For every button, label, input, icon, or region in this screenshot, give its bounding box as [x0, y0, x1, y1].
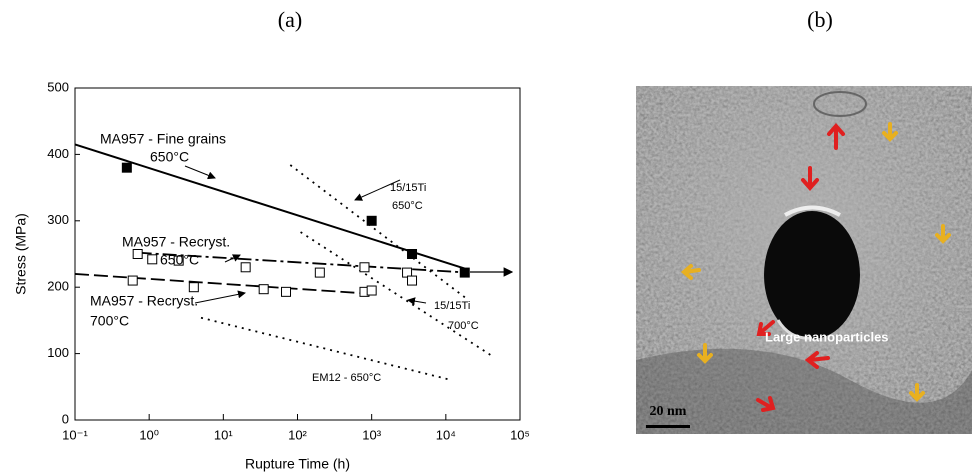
scale-bar — [646, 425, 690, 428]
micrograph: Large nanoparticles 20 nm — [636, 86, 972, 434]
data-point — [147, 254, 158, 265]
y-tick-label: 200 — [47, 279, 69, 294]
annotation: 650°C — [392, 200, 423, 212]
annotation: MA957 - Recryst. — [90, 293, 198, 309]
void-rim — [784, 205, 841, 217]
x-tick-label: 10⁴ — [436, 427, 456, 442]
annotation: 15/15Ti — [390, 182, 426, 194]
annotation: 15/15Ti — [434, 300, 470, 312]
y-tick-label: 300 — [47, 212, 69, 227]
data-point — [407, 249, 418, 259]
image-label: Large nanoparticles — [765, 329, 889, 344]
data-point — [459, 267, 470, 278]
x-axis-title: Rupture Time (h) — [245, 456, 350, 472]
data-point — [121, 162, 132, 173]
data-point — [366, 285, 377, 296]
fit-line — [74, 143, 466, 270]
scale-bar-label: 20 nm — [650, 404, 687, 419]
x-tick-label: 10² — [288, 427, 307, 442]
fit-line — [300, 231, 491, 356]
data-point — [359, 262, 370, 273]
annotation: MA957 - Fine grains — [100, 131, 226, 147]
x-tick-label: 10⁵ — [510, 427, 530, 442]
data-point — [281, 286, 292, 297]
data-point — [407, 275, 418, 286]
pointer-arrow — [224, 254, 241, 263]
annotation: 700°C — [90, 313, 129, 329]
annotation: 700°C — [448, 320, 479, 332]
panel-label: (a) — [278, 7, 302, 32]
annotation: 650°C — [160, 252, 199, 268]
y-tick-label: 500 — [47, 79, 69, 94]
y-tick-label: 400 — [47, 146, 69, 161]
void-rim — [776, 319, 813, 340]
y-tick-label: 100 — [47, 345, 69, 360]
data-point — [127, 275, 138, 286]
dark-region — [636, 348, 972, 434]
pointer-arrow — [354, 179, 401, 201]
fit-line — [200, 316, 452, 382]
y-axis-title: Stress (MPa) — [13, 213, 29, 295]
data-point — [132, 249, 143, 259]
data-point — [366, 215, 377, 226]
particle — [813, 91, 867, 117]
pointer-arrow — [194, 290, 246, 304]
chart: 0 100 200 300 400 500 10⁻¹ 10⁰ 10¹ 10² 10³ 10⁴ 10⁵ Ru… — [13, 79, 530, 471]
data-point — [188, 282, 199, 293]
fit-line — [289, 164, 469, 301]
pointer-arrow — [184, 165, 216, 180]
annotation: 650°C — [150, 149, 189, 165]
x-tick-label: 10¹ — [214, 427, 233, 442]
pointer-arrow — [407, 297, 427, 306]
data-point — [258, 284, 269, 295]
annotation: EM12 - 650°C — [312, 372, 381, 384]
x-tick-label: 10⁻¹ — [62, 427, 88, 442]
fit-line — [137, 251, 469, 274]
x-tick-label: 10³ — [362, 427, 381, 442]
data-point — [314, 267, 325, 278]
fit-line — [74, 273, 372, 295]
void — [764, 211, 860, 339]
arrows — [680, 122, 951, 412]
x-tick-label: 10⁰ — [139, 427, 159, 442]
data-point — [173, 255, 184, 266]
y-tick-label: 0 — [62, 411, 69, 426]
panel-label: (b) — [807, 7, 833, 32]
annotation: MA957 - Recryst. — [122, 234, 230, 250]
data-point — [240, 262, 251, 273]
